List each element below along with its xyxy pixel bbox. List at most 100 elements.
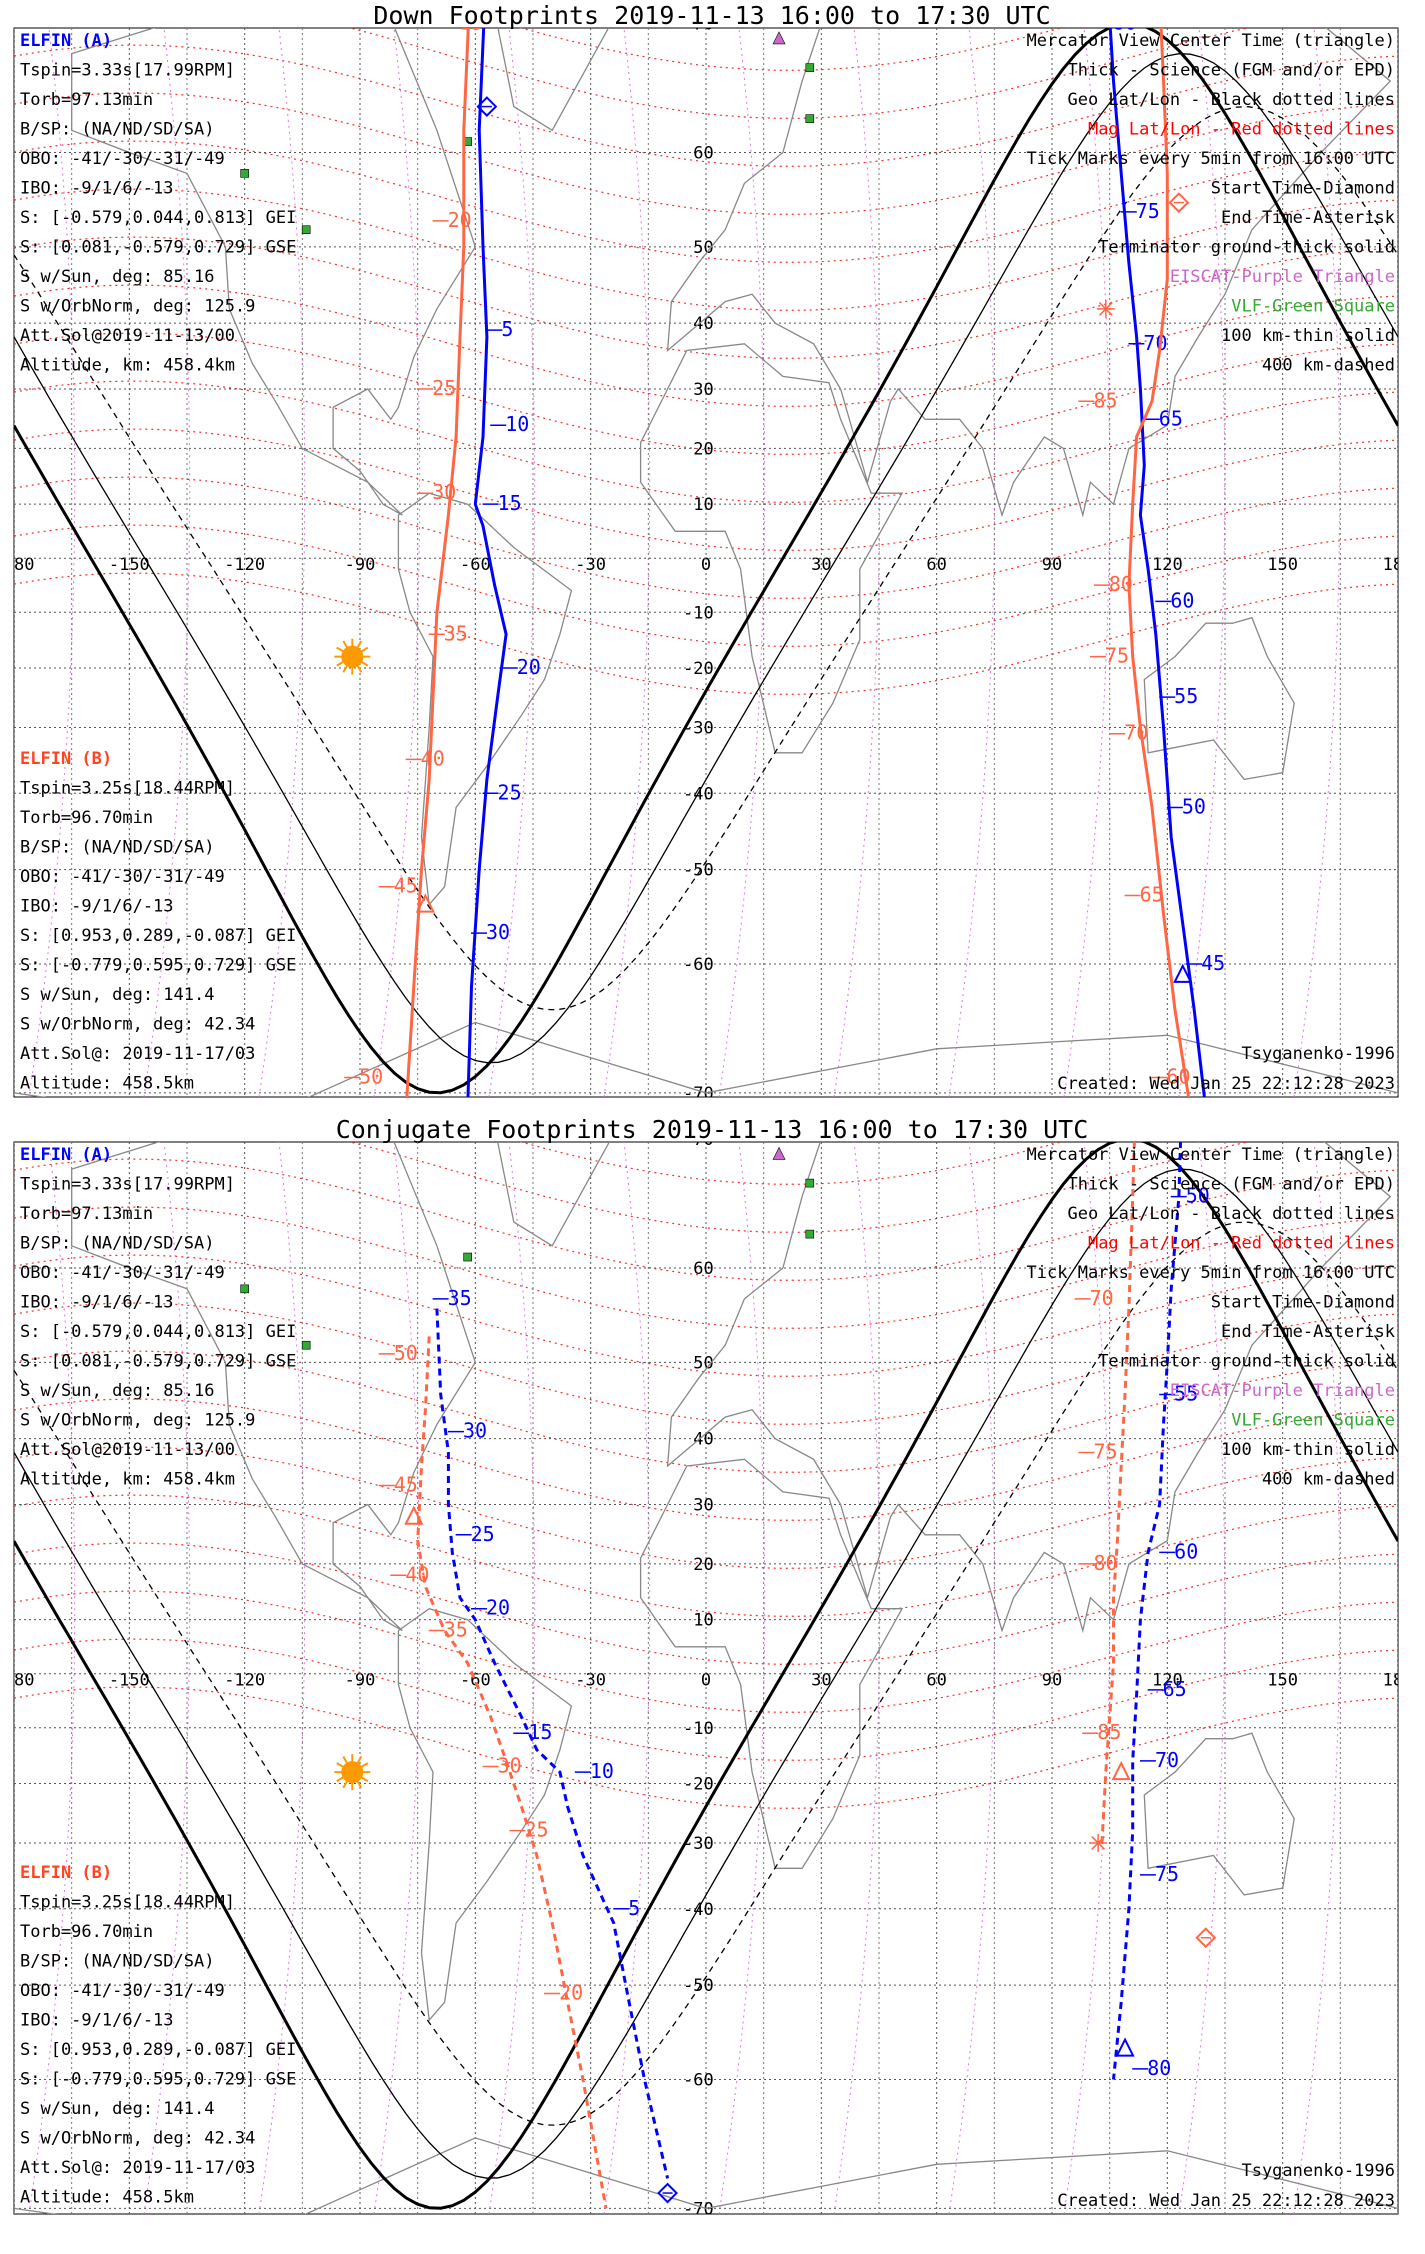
spacecraft-b-info: Tspin=3.25s[18.44RPM] <box>20 1893 235 1913</box>
coastline <box>71 28 477 516</box>
spacecraft-a-info: OBO: -41/-30/-31/-49 <box>20 1263 225 1283</box>
tick-label: 15 <box>498 491 522 515</box>
lon-tick-label: 90 <box>1042 555 1062 575</box>
spacecraft-b-info: OBO: -41/-30/-31/-49 <box>20 1981 225 2001</box>
spacecraft-b-info: Altitude: 458.5km <box>20 2188 194 2208</box>
lat-tick-label: 20 <box>693 439 713 459</box>
panel-down: Down Footprints 2019-11-13 16:00 to 17:3… <box>13 1 1414 1098</box>
legend-entry: 100 km-thin solid <box>1221 326 1395 346</box>
spacecraft-a-info: S: [0.081,-0.579,0.729] GSE <box>20 1352 296 1372</box>
spacecraft-a-info: S w/Sun, deg: 85.16 <box>20 267 214 287</box>
spacecraft-b-info: S w/Sun, deg: 141.4 <box>20 985 214 1005</box>
coastline <box>639 343 904 754</box>
tick-label: 25 <box>524 1818 548 1842</box>
lat-tick-label: -10 <box>683 1719 714 1739</box>
start-diamond-icon <box>476 96 498 117</box>
tick-label: 75 <box>1105 644 1129 668</box>
created-timestamp: Created: Wed Jan 25 22:12:28 2023 <box>1057 1074 1395 1094</box>
terminator-100km <box>14 1168 1398 2179</box>
terminator-400km <box>14 1221 1398 2126</box>
spacecraft-a-info: OBO: -41/-30/-31/-49 <box>20 149 225 169</box>
coastline <box>1143 1732 1295 1896</box>
lon-tick-label: -30 <box>575 1671 606 1691</box>
legend-entry: Start Time-Diamond <box>1211 179 1395 199</box>
legend-entry: Thick - Science (FGM and/or EPD) <box>1067 1175 1395 1195</box>
panel-conjugate: Conjugate Footprints 2019-11-13 16:00 to… <box>13 1115 1425 2215</box>
lon-tick-label: 180 <box>1383 555 1414 575</box>
lon-tick-label: 150 <box>1267 1671 1298 1691</box>
vlf-square-icon <box>301 1340 311 1350</box>
lon-tick-label: 30 <box>811 555 831 575</box>
tick-label: 60 <box>1170 588 1194 612</box>
legend-entry: 100 km-thin solid <box>1221 1440 1395 1460</box>
lat-tick-label: 70 <box>693 15 713 35</box>
lat-tick-label: -20 <box>683 659 714 679</box>
spacecraft-b-info: IBO: -9/1/6/-13 <box>20 2011 174 2031</box>
spacecraft-a-info: IBO: -9/1/6/-13 <box>20 179 174 199</box>
mag-lon-line <box>1409 1142 1425 2214</box>
footprint-track <box>466 28 508 1097</box>
legend-entry: Thick - Science (FGM and/or EPD) <box>1067 61 1395 81</box>
legend-entry: EISCAT-Purple Triangle <box>1170 1381 1395 1401</box>
tick-label: 55 <box>1174 684 1198 708</box>
mag-lon-line <box>488 28 536 1097</box>
lon-tick-label: 60 <box>926 555 946 575</box>
lon-tick-label: 150 <box>1267 555 1298 575</box>
spacecraft-a-info: B/SP: (NA/ND/SD/SA) <box>20 120 214 140</box>
spacecraft-a-info: S w/OrbNorm, deg: 125.9 <box>20 297 255 317</box>
panel-title: Down Footprints 2019-11-13 16:00 to 17:3… <box>373 1 1050 30</box>
terminator-ground <box>14 1142 1398 2210</box>
spacecraft-a-info: Altitude, km: 458.4km <box>20 1470 235 1490</box>
lat-tick-label: 60 <box>693 143 713 163</box>
lat-tick-label: 30 <box>693 1495 713 1515</box>
vlf-square-icon <box>301 225 311 235</box>
mag-lon-line <box>718 28 766 1097</box>
lat-tick-label: 40 <box>693 1430 713 1450</box>
terminator-100km <box>14 53 1398 1064</box>
center-triangle-icon <box>1111 1760 1131 1781</box>
lon-tick-label: -120 <box>224 1671 265 1691</box>
footprint-track <box>1100 1142 1136 1844</box>
vlf-square-icon <box>805 1178 815 1188</box>
mag-lon-line <box>143 28 191 1097</box>
spacecraft-b-info: S w/OrbNorm, deg: 42.34 <box>20 1015 255 1035</box>
tick-label: 20 <box>559 1981 583 2005</box>
tick-label: 40 <box>421 746 445 770</box>
track-3: 85 80 75 70 65 60 <box>1078 28 1191 1097</box>
tick-label: 10 <box>590 1759 614 1783</box>
mag-lon-line <box>1063 28 1111 1097</box>
tick-label: 50 <box>1186 1184 1210 1208</box>
lat-tick-label: -20 <box>683 1775 714 1795</box>
mag-lon-line <box>603 28 651 1097</box>
tick-label: 45 <box>1201 951 1225 975</box>
legend-entry: Mercator View Center Time (triangle) <box>1027 1145 1395 1165</box>
spacecraft-b-info: Torb=96.70min <box>20 808 153 828</box>
end-asterisk-icon <box>1089 1833 1108 1852</box>
tick-label: 45 <box>394 874 418 898</box>
tick-label: 30 <box>498 1753 522 1777</box>
mag-lon-line <box>1293 28 1341 1097</box>
footprint-track <box>416 1336 608 2209</box>
created-timestamp: Created: Wed Jan 25 22:12:28 2023 <box>1057 2191 1395 2211</box>
tick-label: 20 <box>448 208 472 232</box>
vlf-square-icon <box>805 1229 815 1239</box>
lon-tick-label: 180 <box>1383 1671 1414 1691</box>
lat-tick-label: 40 <box>693 314 713 334</box>
spacecraft-b-info: Tspin=3.25s[18.44RPM] <box>20 779 235 799</box>
lon-tick-label: -90 <box>345 555 376 575</box>
coastline <box>639 1458 904 1869</box>
lon-tick-label: 30 <box>811 1671 831 1691</box>
spacecraft-b-info: S w/OrbNorm, deg: 42.34 <box>20 2129 255 2149</box>
mag-lon-line <box>948 1142 996 2214</box>
end-asterisk-icon <box>1096 299 1115 318</box>
lat-tick-label: -50 <box>683 1976 714 1996</box>
mag-lon-line <box>373 1142 421 2214</box>
spacecraft-b-info: IBO: -9/1/6/-13 <box>20 897 174 917</box>
tick-label: 10 <box>505 412 529 436</box>
spacecraft-a-info: Tspin=3.33s[17.99RPM] <box>20 61 235 81</box>
tick-label: 30 <box>463 1419 487 1443</box>
tick-label: 75 <box>1093 1439 1117 1463</box>
start-diamond-icon <box>1195 1927 1217 1949</box>
map-area: -180 -150 -120 -90 -60 -30 0 30 60 90 120 150 180 70 6… <box>14 1142 1425 2214</box>
legend-entry: Mag Lat/Lon - Red dotted lines <box>1088 120 1395 140</box>
